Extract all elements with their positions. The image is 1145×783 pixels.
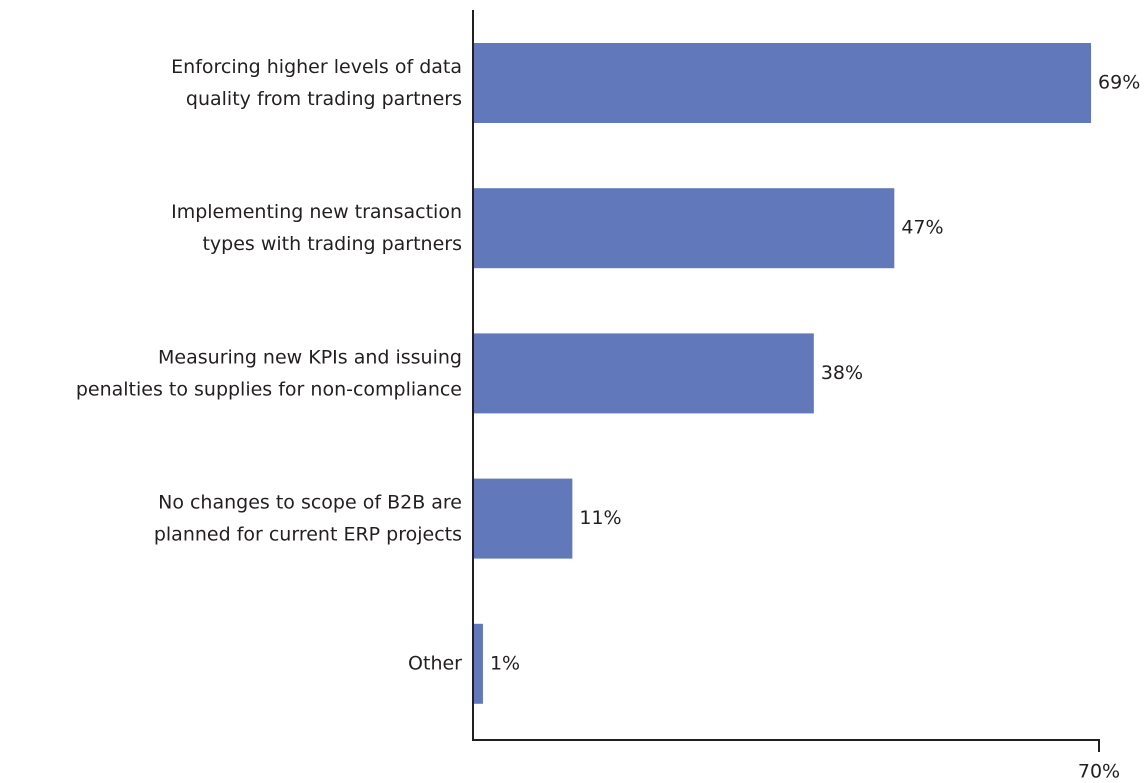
category-label: Implementing new transaction types with t…: [171, 201, 462, 255]
value-label: 69%: [1098, 72, 1140, 94]
bar: [474, 478, 573, 559]
category-label: Measuring new KPIs and issuing penalties …: [76, 346, 462, 400]
bar: [474, 43, 1092, 123]
value-label: 38%: [821, 362, 863, 384]
value-label: 11%: [579, 507, 621, 529]
category-label: Other: [408, 652, 462, 674]
bar: [474, 188, 895, 269]
category-label: Enforcing higher levels of data quality f…: [171, 56, 462, 110]
value-label: 47%: [901, 217, 943, 239]
x-tick-label: 70%: [1078, 761, 1120, 783]
bar: [474, 333, 814, 414]
value-label: 1%: [490, 652, 520, 674]
category-label: No changes to scope of B2B are planned fo…: [154, 491, 462, 545]
bar: [474, 623, 483, 704]
